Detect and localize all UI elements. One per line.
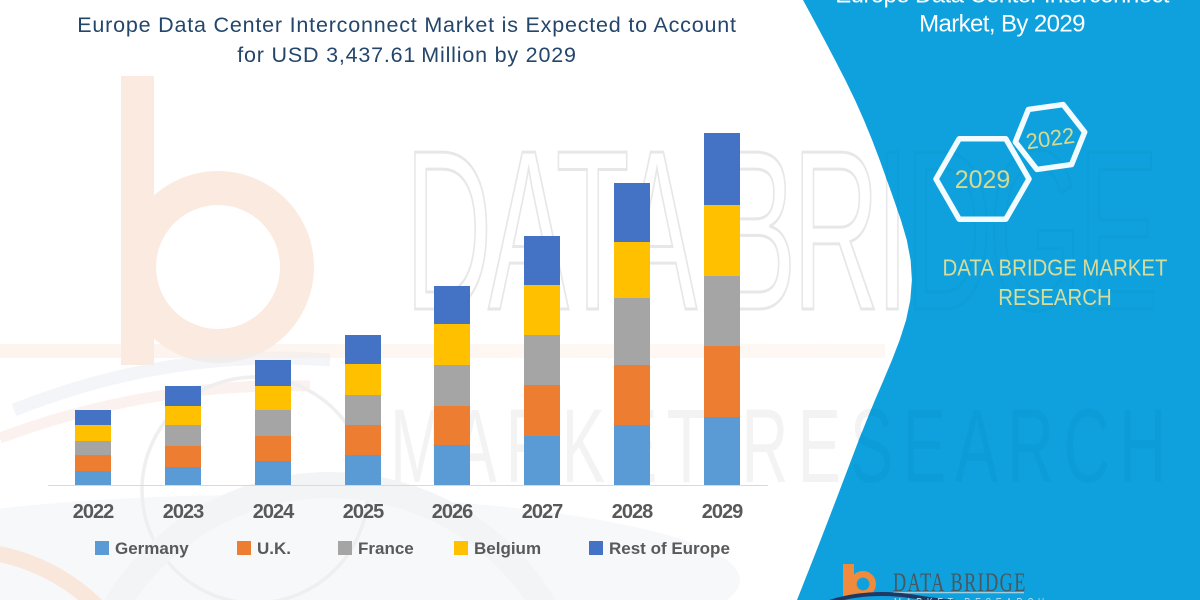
svg-text:Market, By 2029: Market, By 2029 [919,11,1085,38]
svg-text:DATA BRIDGE: DATA BRIDGE [893,568,1027,597]
svg-text:RESEARCH: RESEARCH [998,284,1111,311]
svg-text:MARKET RESEARCH: MARKET RESEARCH [390,388,1176,505]
svg-text:Europe Data Center Interconnec: Europe Data Center Interconnect [835,0,1170,9]
svg-text:DATA BRIDGE MARKET: DATA BRIDGE MARKET [943,254,1168,281]
svg-text:MARKET RESEARCH: MARKET RESEARCH [894,596,1049,600]
svg-text:2029: 2029 [955,166,1011,194]
